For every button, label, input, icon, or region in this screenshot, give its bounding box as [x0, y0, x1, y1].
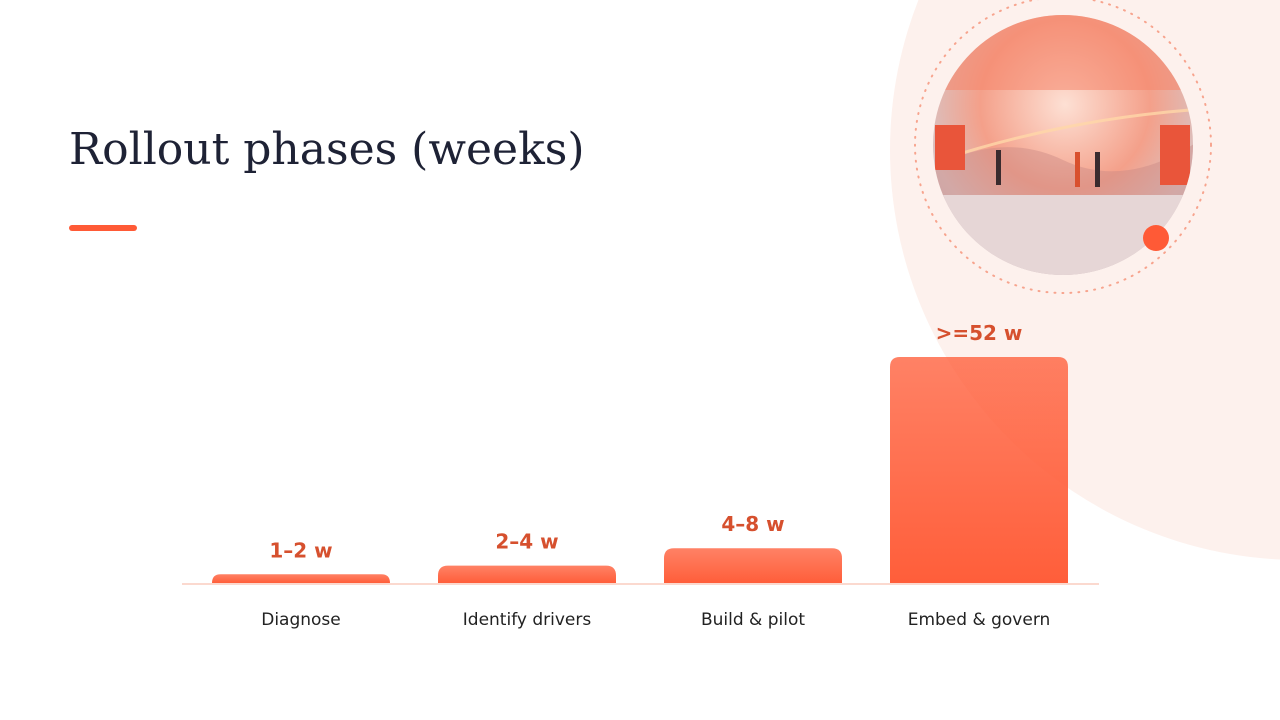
bar [664, 548, 842, 583]
bar [438, 565, 616, 583]
value-label: 4–8 w [721, 512, 784, 536]
category-label: Embed & govern [908, 610, 1051, 630]
category-label: Identify drivers [463, 610, 592, 630]
bar [890, 357, 1068, 583]
category-label: Diagnose [261, 610, 341, 630]
category-label: Build & pilot [701, 610, 805, 630]
dotted-ring [914, 0, 1212, 294]
value-label: 2–4 w [495, 530, 558, 554]
value-label: >=52 w [936, 321, 1023, 345]
title-underline [69, 225, 137, 231]
bar [212, 574, 390, 583]
accent-dot [1143, 225, 1169, 251]
plot: 1–2 w Diagnose 2–4 w Identify drivers 4–8 w B… [212, 321, 1068, 630]
chart-title: Rollout phases (weeks) [69, 124, 585, 175]
value-label: 1–2 w [269, 538, 332, 562]
